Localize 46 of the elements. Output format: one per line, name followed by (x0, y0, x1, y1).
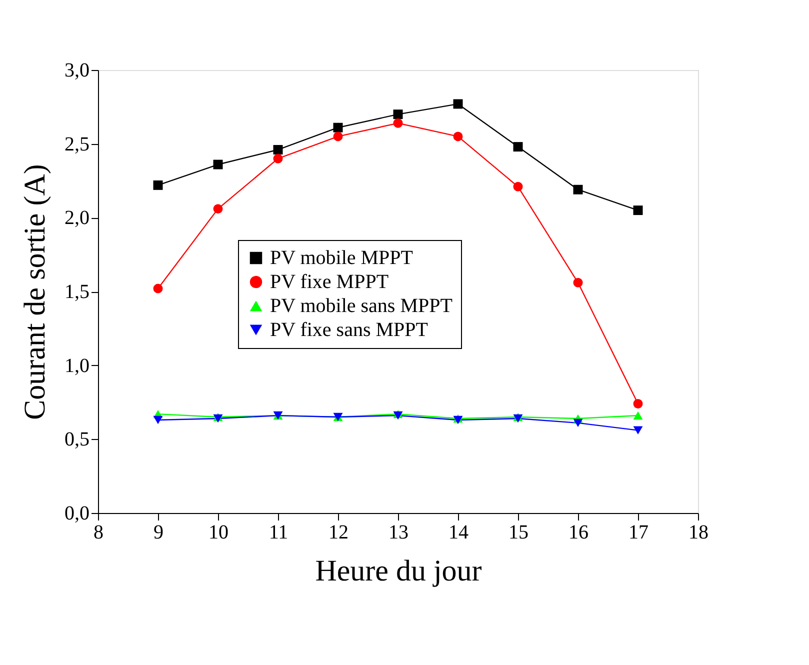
y-tick-label: 1,0 (64, 354, 90, 377)
point (213, 204, 223, 214)
point (393, 118, 403, 128)
x-tick-label: 11 (268, 522, 288, 544)
point (633, 426, 643, 434)
x-tick-label: 17 (628, 522, 648, 544)
x-tick-label: 13 (388, 522, 408, 544)
point (153, 180, 163, 190)
x-tick-label: 9 (154, 522, 164, 544)
y-tick-label: 1,5 (64, 281, 90, 303)
point (213, 160, 223, 170)
point (333, 122, 343, 132)
point (393, 110, 403, 120)
legend-label: PV fixe MPPT (270, 271, 389, 293)
legend-label: PV mobile MPPT (270, 247, 413, 269)
point (513, 182, 523, 192)
legend-label: PV mobile sans MPPT (270, 295, 452, 317)
y-tick-label: 0,5 (64, 428, 90, 451)
x-tick-label: 16 (568, 522, 588, 544)
point (633, 206, 643, 216)
legend-label: PV fixe sans MPPT (270, 319, 428, 341)
y-tick-label: 2,5 (64, 133, 90, 156)
point (513, 142, 523, 152)
point (573, 278, 583, 288)
point (153, 416, 163, 424)
x-tick-label: 14 (448, 522, 468, 544)
point (453, 99, 463, 109)
point (273, 144, 283, 154)
x-axis-title: Heure du jour (315, 554, 482, 588)
x-tick-label: 15 (508, 522, 528, 544)
y-tick-label: 0,0 (64, 502, 90, 524)
y-axis-title: Courant de sortie (A) (18, 164, 52, 420)
x-tick-label: 8 (94, 522, 104, 544)
x-tick-label: 12 (328, 522, 348, 544)
point (633, 398, 643, 408)
point (633, 411, 643, 420)
point (453, 132, 463, 142)
point (333, 132, 343, 142)
point (573, 418, 583, 428)
point (153, 284, 163, 294)
x-tick-label: 10 (208, 522, 228, 544)
x-tick-label: 18 (688, 522, 708, 544)
y-tick-label: 3,0 (64, 60, 90, 82)
point (573, 184, 583, 194)
y-tick-label: 2,0 (64, 207, 90, 230)
point (273, 154, 283, 164)
